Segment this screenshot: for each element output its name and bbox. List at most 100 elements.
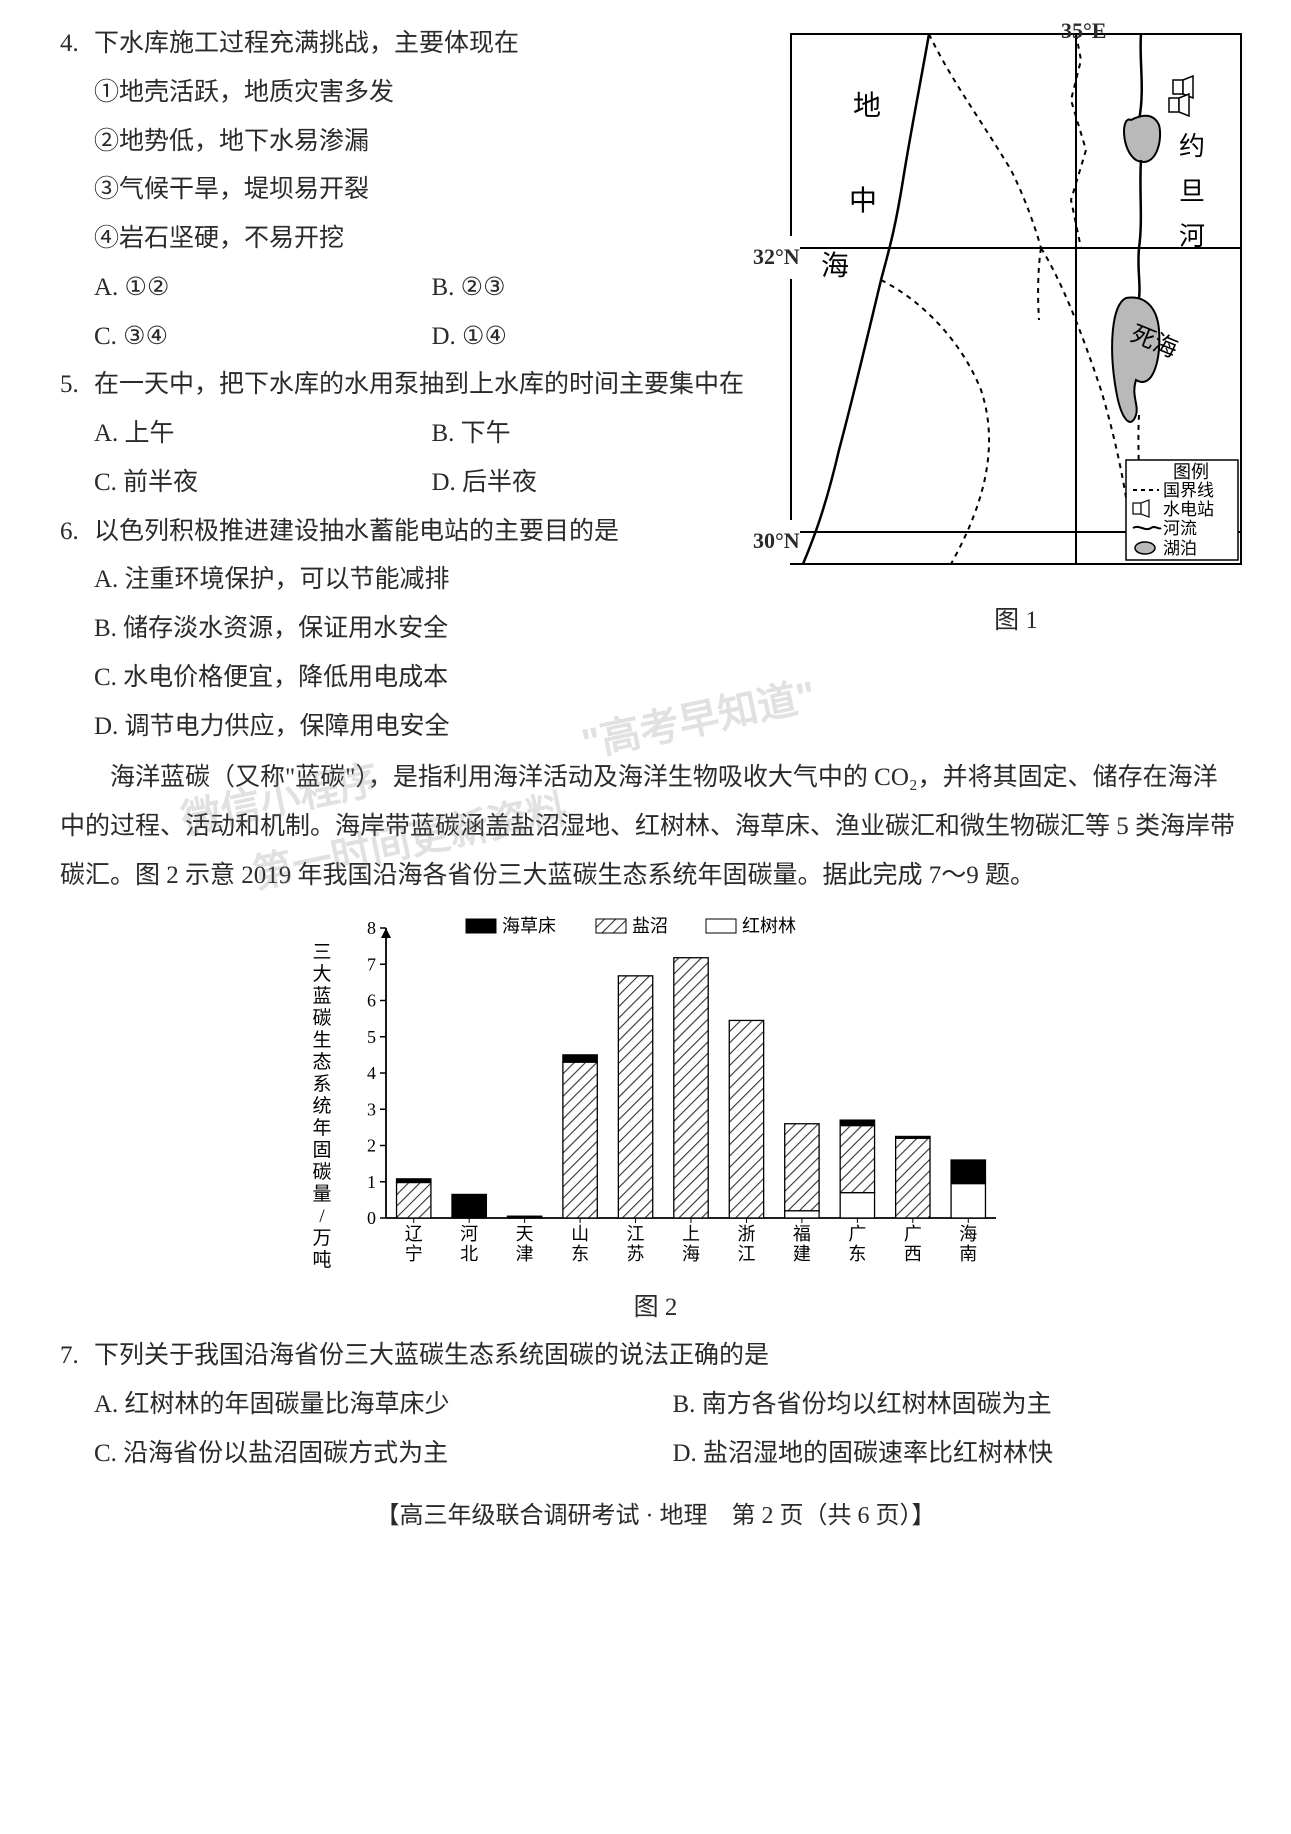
svg-text:三: 三 xyxy=(312,942,331,963)
svg-text:南: 南 xyxy=(959,1244,977,1264)
svg-text:东: 东 xyxy=(571,1244,589,1264)
svg-text:态: 态 xyxy=(312,1051,331,1073)
q7-opt-a: A. 红树林的年固碳量比海草床少 xyxy=(94,1381,673,1430)
svg-text:生: 生 xyxy=(312,1029,331,1051)
svg-text:盐沼: 盐沼 xyxy=(632,916,668,936)
q7-opt-b: B. 南方各省份均以红树林固碳为主 xyxy=(673,1381,1252,1430)
chart-figure: 012345678三大蓝碳生态系统年固碳量/万吨海草床盐沼红树林辽宁河北天津山东… xyxy=(60,910,1251,1280)
svg-text:固: 固 xyxy=(312,1140,331,1161)
svg-text:5: 5 xyxy=(367,1026,376,1046)
svg-text:山: 山 xyxy=(571,1224,589,1244)
map-lat30: 30°N xyxy=(753,520,800,563)
svg-text:碳: 碳 xyxy=(312,1161,331,1183)
q5-opts-row2: C. 前半夜 D. 后半夜 xyxy=(60,459,769,508)
q5-stem: 在一天中，把下水库的水用泵抽到上水库的时间主要集中在 xyxy=(94,361,769,410)
page-footer: 【高三年级联合调研考试 · 地理 第 2 页（共 6 页）】 xyxy=(60,1493,1251,1540)
q4-sub3: ③气候干旱，堤坝易开裂 xyxy=(60,166,769,215)
svg-text:/: / xyxy=(319,1206,325,1227)
q7-opts-row2: C. 沿海省份以盐沼固碳方式为主 D. 盐沼湿地的固碳速率比红树林快 xyxy=(60,1430,1251,1479)
passage-text: 海洋蓝碳（又称"蓝碳"），是指利用海洋活动及海洋生物吸收大气中的 CO₂，并将其… xyxy=(60,751,1251,903)
map-legend-station: 水电站 xyxy=(1163,500,1214,519)
q6-opt-b: B. 储存淡水资源，保证用水安全 xyxy=(60,605,769,654)
map-sea-char1: 地 xyxy=(853,90,881,122)
chart-caption: 图 2 xyxy=(60,1284,1251,1333)
svg-text:7: 7 xyxy=(367,954,376,974)
q5-opts-row1: A. 上午 B. 下午 xyxy=(60,410,769,459)
map-sea-char3: 海 xyxy=(821,250,849,282)
q4-opt-b: B. ②③ xyxy=(432,264,770,313)
svg-text:大: 大 xyxy=(312,963,331,985)
svg-text:蓝: 蓝 xyxy=(312,985,331,1007)
svg-text:万: 万 xyxy=(312,1228,331,1249)
svg-text:上: 上 xyxy=(682,1224,700,1244)
svg-text:东: 东 xyxy=(848,1244,866,1264)
q6-stem: 以色列积极推进建设抽水蓄能电站的主要目的是 xyxy=(94,508,769,557)
q4-opts-row2: C. ③④ D. ①④ xyxy=(60,313,769,362)
chart-svg: 012345678三大蓝碳生态系统年固碳量/万吨海草床盐沼红树林辽宁河北天津山东… xyxy=(296,910,1016,1280)
svg-text:统: 统 xyxy=(312,1095,331,1117)
svg-text:量: 量 xyxy=(312,1184,331,1205)
svg-text:吨: 吨 xyxy=(312,1249,331,1271)
q6-opt-c: C. 水电价格便宜，降低用电成本 xyxy=(60,654,769,703)
svg-text:碳: 碳 xyxy=(312,1007,331,1029)
q7-opts-row1: A. 红树林的年固碳量比海草床少 B. 南方各省份均以红树林固碳为主 xyxy=(60,1381,1251,1430)
q4-sub4: ④岩石坚硬，不易开挖 xyxy=(60,215,769,264)
q6-opt-a: A. 注重环境保护，可以节能减排 xyxy=(60,556,769,605)
svg-text:广: 广 xyxy=(903,1224,921,1244)
q7-opt-d: D. 盐沼湿地的固碳速率比红树林快 xyxy=(673,1430,1252,1479)
q7-opt-c: C. 沿海省份以盐沼固碳方式为主 xyxy=(94,1430,673,1479)
map-legend-river: 河流 xyxy=(1163,519,1197,538)
map-legend-lake: 湖泊 xyxy=(1163,539,1197,558)
svg-text:2: 2 xyxy=(367,1135,376,1155)
q5-opt-a: A. 上午 xyxy=(94,410,432,459)
svg-text:红树林: 红树林 xyxy=(742,916,796,936)
svg-text:天: 天 xyxy=(515,1224,533,1244)
svg-text:海: 海 xyxy=(959,1224,977,1244)
svg-text:津: 津 xyxy=(515,1244,533,1264)
q5-opt-b: B. 下午 xyxy=(432,410,770,459)
svg-text:1: 1 xyxy=(367,1171,376,1191)
q7-stem: 下列关于我国沿海省份三大蓝碳生态系统固碳的说法正确的是 xyxy=(94,1332,1251,1381)
svg-text:海: 海 xyxy=(682,1244,700,1264)
svg-text:北: 北 xyxy=(460,1244,478,1264)
svg-text:浙: 浙 xyxy=(737,1224,755,1244)
q6: 6. 以色列积极推进建设抽水蓄能电站的主要目的是 xyxy=(60,508,769,557)
map-lat32: 32°N xyxy=(753,236,800,279)
q4-stem: 下水库施工过程充满挑战，主要体现在 xyxy=(94,20,769,69)
q4: 4. 下水库施工过程充满挑战，主要体现在 xyxy=(60,20,769,69)
svg-text:6: 6 xyxy=(367,990,376,1010)
svg-text:苏: 苏 xyxy=(626,1244,644,1264)
q5-opt-c: C. 前半夜 xyxy=(94,459,432,508)
q4-sub2: ②地势低，地下水易渗漏 xyxy=(60,118,769,167)
q5-num: 5. xyxy=(60,361,94,410)
q7: 7. 下列关于我国沿海省份三大蓝碳生态系统固碳的说法正确的是 xyxy=(60,1332,1251,1381)
svg-text:西: 西 xyxy=(903,1244,921,1264)
svg-text:江: 江 xyxy=(626,1224,644,1244)
q6-opt-d: D. 调节电力供应，保障用电安全 xyxy=(60,703,769,752)
q4-num: 4. xyxy=(60,20,94,69)
map-caption: 图 1 xyxy=(781,597,1251,646)
map-figure: 地 中 海 约 旦 河 死海 图例 国界线 水电站 河流 湖泊 35°E 32°… xyxy=(781,20,1251,751)
map-sea-char2: 中 xyxy=(849,185,877,217)
svg-text:4: 4 xyxy=(367,1063,376,1083)
q7-num: 7. xyxy=(60,1332,94,1381)
svg-text:系: 系 xyxy=(312,1073,331,1095)
svg-text:广: 广 xyxy=(848,1224,866,1244)
svg-text:0: 0 xyxy=(367,1208,376,1228)
q4-opts-row1: A. ①② B. ②③ xyxy=(60,264,769,313)
map-river-char2: 旦 xyxy=(1179,177,1205,206)
q5-opt-d: D. 后半夜 xyxy=(432,459,770,508)
svg-text:建: 建 xyxy=(792,1244,810,1264)
svg-text:福: 福 xyxy=(792,1224,810,1244)
q6-num: 6. xyxy=(60,508,94,557)
svg-text:海草床: 海草床 xyxy=(502,916,556,936)
map-lon-label: 35°E xyxy=(1061,10,1106,53)
q5: 5. 在一天中，把下水库的水用泵抽到上水库的时间主要集中在 xyxy=(60,361,769,410)
svg-text:辽: 辽 xyxy=(404,1224,422,1244)
map-river-char3: 河 xyxy=(1179,222,1205,251)
q4-opt-c: C. ③④ xyxy=(94,313,432,362)
map-legend-border: 国界线 xyxy=(1163,481,1214,500)
q4-sub1: ①地壳活跃，地质灾害多发 xyxy=(60,69,769,118)
svg-text:河: 河 xyxy=(460,1224,478,1244)
svg-text:江: 江 xyxy=(737,1244,755,1264)
